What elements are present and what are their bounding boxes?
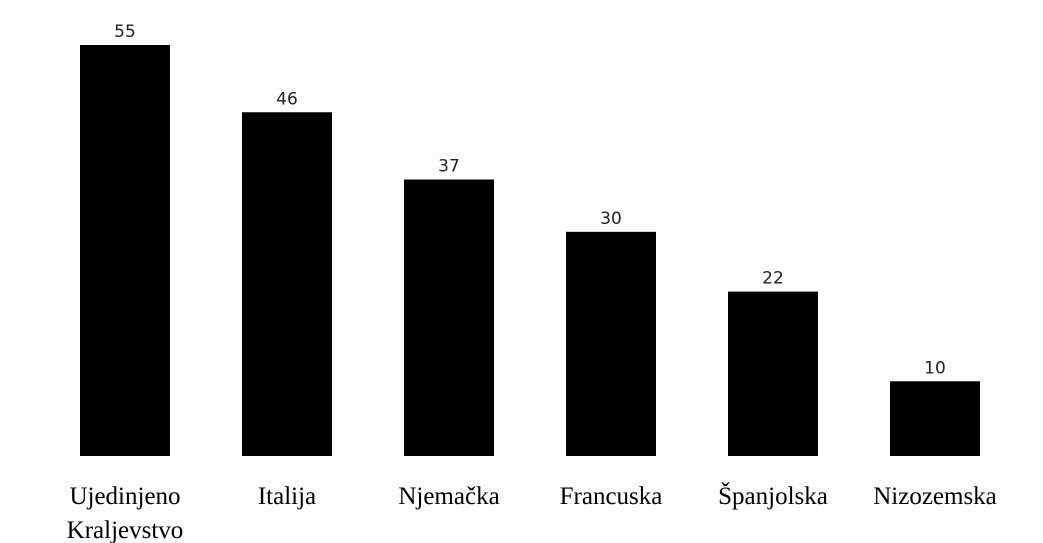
bar-2 [404, 179, 494, 456]
value-label-4: 22 [762, 269, 784, 289]
bar-4 [728, 291, 818, 456]
category-label-5: Nizozemska [873, 483, 997, 510]
bar-5 [890, 381, 980, 456]
bar-3 [566, 231, 656, 456]
value-label-2: 37 [438, 157, 460, 177]
value-label-3: 30 [600, 209, 622, 229]
category-label-0-line-0: Ujedinjeno [69, 483, 180, 510]
value-label-1: 46 [276, 89, 298, 109]
bar-1 [242, 112, 332, 456]
category-label-1: Italija [258, 483, 316, 510]
category-label-3: Francuska [560, 483, 663, 510]
category-label-0-line-1: Kraljevstvo [67, 517, 184, 543]
category-label-2: Njemačka [398, 483, 499, 510]
value-label-0: 55 [114, 22, 136, 42]
category-label-4: Španjolska [718, 481, 828, 510]
bar-0 [80, 45, 170, 456]
value-label-5: 10 [924, 358, 946, 378]
